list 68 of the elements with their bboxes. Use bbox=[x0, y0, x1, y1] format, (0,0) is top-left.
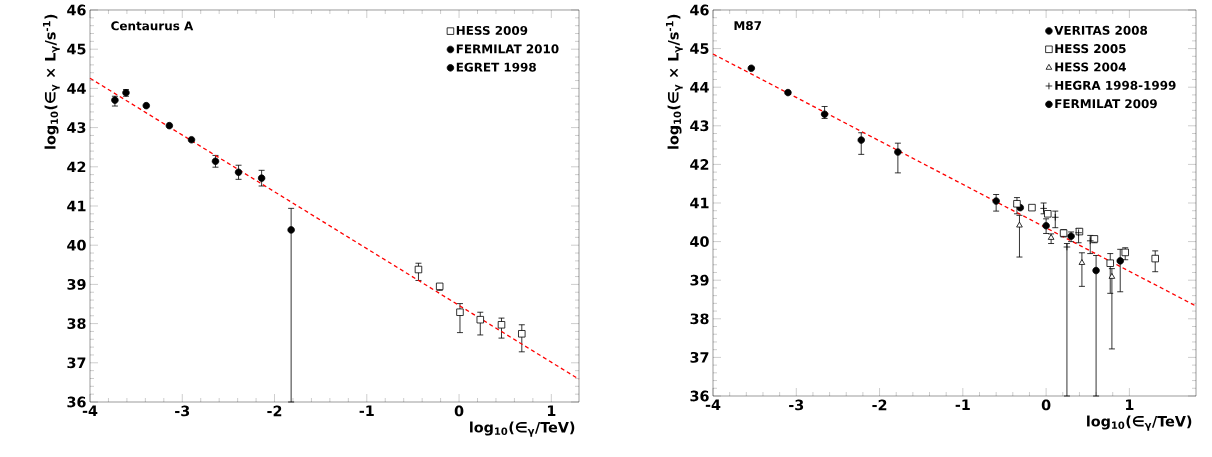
point bbox=[1108, 273, 1116, 279]
y-tick-label: 37 bbox=[690, 351, 709, 363]
text: log$_{10}$(∈$_{γ}$ × L$_{γ}$/s$^{-1}$) bbox=[42, 14, 60, 149]
point bbox=[1092, 266, 1100, 275]
legend-label: HESS 2005 bbox=[1055, 44, 1126, 54]
y-tick-label: 42 bbox=[690, 159, 709, 170]
x-tick-label: -3 bbox=[175, 405, 190, 417]
x-axis-title: log$_{10}$(∈$_{γ}$/TeV) bbox=[1087, 415, 1192, 431]
point bbox=[820, 110, 829, 118]
y-tick-label: 40 bbox=[690, 236, 709, 248]
point bbox=[456, 308, 464, 316]
y-tick-label: 38 bbox=[690, 313, 709, 325]
point bbox=[287, 226, 295, 234]
legend-label: FERMILAT 2010 bbox=[456, 44, 559, 54]
point bbox=[1042, 222, 1050, 230]
y-tick-label: 37 bbox=[67, 357, 86, 369]
point bbox=[1106, 259, 1114, 267]
legend-label: FERMILAT 2009 bbox=[1055, 99, 1157, 109]
point bbox=[518, 330, 526, 338]
y-tick-label: 46 bbox=[690, 4, 709, 16]
y-tick-label: 38 bbox=[67, 318, 86, 330]
point bbox=[257, 174, 266, 182]
x-tick-label: -2 bbox=[872, 399, 887, 411]
y-tick-label: 41 bbox=[67, 200, 86, 212]
point bbox=[476, 315, 484, 324]
point bbox=[857, 136, 865, 144]
legend-label: HEGRA 1998-1999 bbox=[1055, 80, 1176, 90]
y-tick-label: 39 bbox=[690, 274, 709, 286]
point bbox=[1016, 221, 1023, 228]
y-tick-label: 41 bbox=[690, 197, 709, 209]
y-tick-label: 39 bbox=[67, 278, 86, 290]
point bbox=[1151, 254, 1159, 263]
x-tick-label: -1 bbox=[955, 399, 970, 410]
x-axis-title: log$_{10}$(∈$_{γ}$/TeV) bbox=[470, 421, 575, 437]
text: log$_{10}$(∈$_{γ}$ × L$_{γ}$/s$^{-1}$) bbox=[665, 14, 683, 149]
y-tick-label: 42 bbox=[67, 161, 86, 173]
y-tick-label: 43 bbox=[67, 122, 86, 134]
x-tick-label: 1 bbox=[547, 405, 556, 416]
y-tick-label: 46 bbox=[67, 4, 86, 16]
y-tick-label: 45 bbox=[690, 43, 709, 54]
point bbox=[187, 136, 196, 144]
point bbox=[165, 121, 174, 130]
legend-label: EGRET 1998 bbox=[456, 62, 536, 72]
y-tick-label: 43 bbox=[690, 120, 709, 132]
point bbox=[747, 64, 756, 72]
y-tick-label: 40 bbox=[67, 239, 86, 251]
x-tick-label: -1 bbox=[359, 405, 374, 416]
y-tick-label: 44 bbox=[67, 83, 86, 94]
point bbox=[784, 88, 792, 97]
y-tick-label: 45 bbox=[67, 43, 86, 55]
point bbox=[1028, 203, 1036, 212]
legend-label: VERITAS 2008 bbox=[1054, 25, 1148, 35]
x-tick-label: -2 bbox=[267, 405, 282, 417]
legend-label: HESS 2009 bbox=[456, 25, 528, 35]
point bbox=[497, 321, 506, 329]
x-tick-label: 0 bbox=[1041, 399, 1051, 411]
point bbox=[894, 148, 902, 156]
text: Centaurus A bbox=[111, 21, 194, 31]
y-tick-label: 44 bbox=[690, 81, 709, 93]
point bbox=[1116, 257, 1124, 265]
point bbox=[142, 101, 150, 110]
x-tick-label: 0 bbox=[454, 405, 464, 417]
point bbox=[1078, 259, 1086, 265]
legend-label: HESS 2004 bbox=[1055, 62, 1126, 72]
text: M87 bbox=[734, 21, 762, 31]
x-tick-label: -3 bbox=[789, 399, 804, 411]
point bbox=[234, 168, 243, 176]
x-tick-label: 1 bbox=[1126, 399, 1134, 410]
